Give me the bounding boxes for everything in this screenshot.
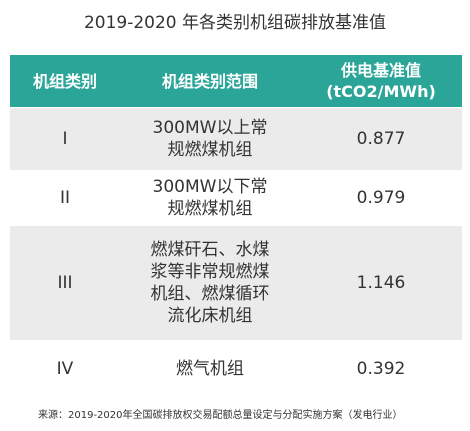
cell: I	[10, 108, 120, 170]
cell: II	[10, 171, 120, 225]
cell-text: 燃煤矸石、水煤	[150, 240, 270, 260]
cell: III	[10, 226, 120, 340]
table: 机组类别 机组类别范围 供电基准值 (tCO2/MWh) I 300MW以上常 规燃煤机组 0…	[10, 55, 462, 397]
table-row: II 300MW以下常 规燃煤机组 0.979	[10, 171, 462, 226]
cell: 燃气机组	[120, 341, 300, 396]
cell-text: 0.392	[356, 358, 406, 379]
cell: 燃煤矸石、水煤 浆等非常规燃煤 机组、燃煤循环 流化床机组	[120, 226, 300, 340]
cell-text: 燃气机组	[176, 358, 244, 379]
cell-text: 0.877	[356, 129, 406, 149]
table-row: IV 燃气机组 0.392	[10, 341, 462, 397]
cell-text: III	[57, 273, 73, 293]
cell: IV	[10, 341, 120, 396]
cell-text: 机组类别	[32, 71, 97, 91]
title: 2019-2020 年各类别机组碳排放基准值	[83, 13, 387, 33]
cell-text: 300MW以下常	[152, 177, 268, 197]
cell-text: IV	[56, 358, 74, 379]
cell-text: 流化床机组	[167, 306, 253, 326]
cell: 1.146	[300, 226, 462, 340]
cell: 机组类别	[10, 55, 120, 107]
source-note: 来源：2019-2020年全国碳排放权交易配额总量设定与分配实施方案（发电行业）	[38, 410, 403, 421]
cell-text: 供电基准值	[340, 61, 421, 80]
cell: 300MW以下常 规燃煤机组	[120, 171, 300, 225]
cell-text: 浆等非常规燃煤	[150, 262, 270, 282]
cell: 0.979	[300, 171, 462, 225]
table-row: I 300MW以上常 规燃煤机组 0.877	[10, 108, 462, 171]
table-row: III 燃煤矸石、水煤 浆等非常规燃煤 机组、燃煤循环 流化床机组 1.146	[10, 226, 462, 341]
cell: 0.392	[300, 341, 462, 396]
cell-text: 规燃煤机组	[167, 199, 253, 219]
header-row: 机组类别 机组类别范围 供电基准值 (tCO2/MWh)	[10, 55, 462, 108]
cell: 300MW以上常 规燃煤机组	[120, 108, 300, 170]
cell-text: (tCO2/MWh)	[326, 82, 436, 101]
cell: 供电基准值 (tCO2/MWh)	[300, 55, 462, 107]
cell-text: 规燃煤机组	[167, 140, 253, 160]
cell: 机组类别范围	[120, 55, 300, 107]
cell-text: 0.979	[356, 188, 406, 208]
cell-text: I	[62, 129, 68, 149]
cell-text: 机组、燃煤循环	[150, 284, 270, 304]
cell-text: 机组类别范围	[161, 71, 258, 91]
cell: 0.877	[300, 108, 462, 170]
cell-text: 1.146	[356, 273, 406, 293]
cell-text: 300MW以上常	[152, 118, 268, 138]
cell-text: II	[59, 188, 71, 208]
